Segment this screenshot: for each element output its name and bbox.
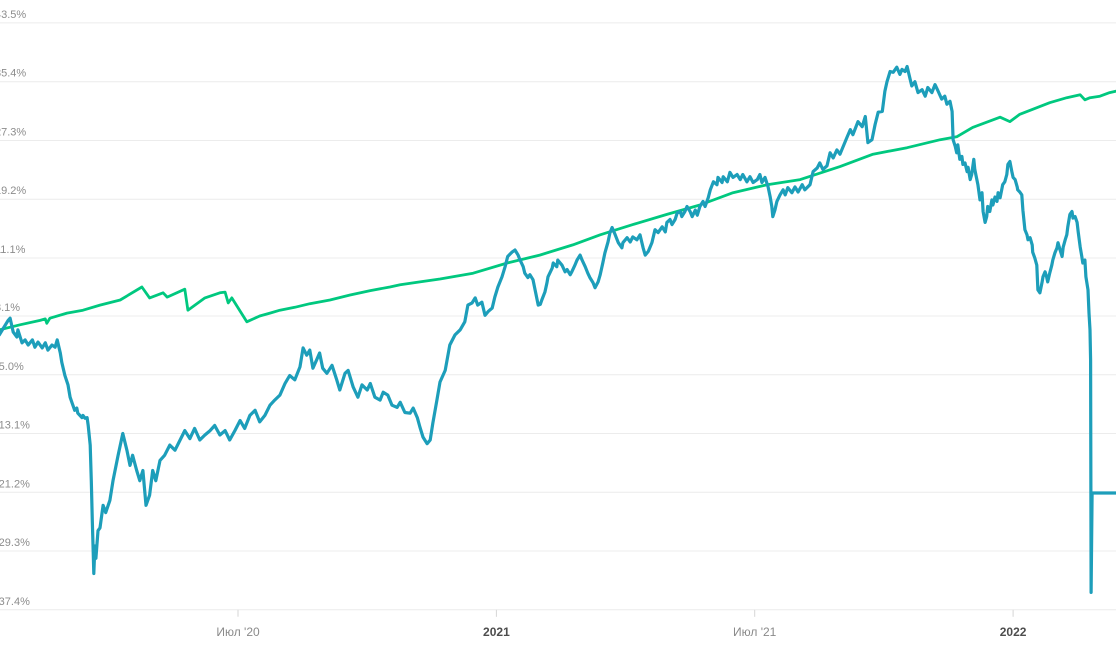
x-axis-label: Июл '20: [216, 625, 260, 639]
y-axis-label: 27.3%: [0, 127, 26, 139]
y-axis-label: -21.2%: [0, 478, 30, 490]
y-axis-label: 43.5%: [0, 9, 26, 21]
y-axis-label: 11.1%: [0, 244, 26, 256]
x-axis-label: 2022: [1000, 625, 1027, 639]
y-axis-label: -5.0%: [0, 361, 24, 373]
y-axis-label: 19.2%: [0, 185, 26, 197]
teal-portfolio-line: [0, 64, 1116, 595]
x-axis-label: Июл '21: [733, 625, 777, 639]
y-axis-label: 3.1%: [0, 302, 20, 314]
y-axis-label: -29.3%: [0, 537, 30, 549]
y-axis-label: -37.4%: [0, 596, 30, 608]
x-axis-label: 2021: [483, 625, 510, 639]
y-axis-label: 35.4%: [0, 68, 26, 80]
green-benchmark-line: [0, 89, 1116, 332]
y-axis-label: -13.1%: [0, 420, 30, 432]
